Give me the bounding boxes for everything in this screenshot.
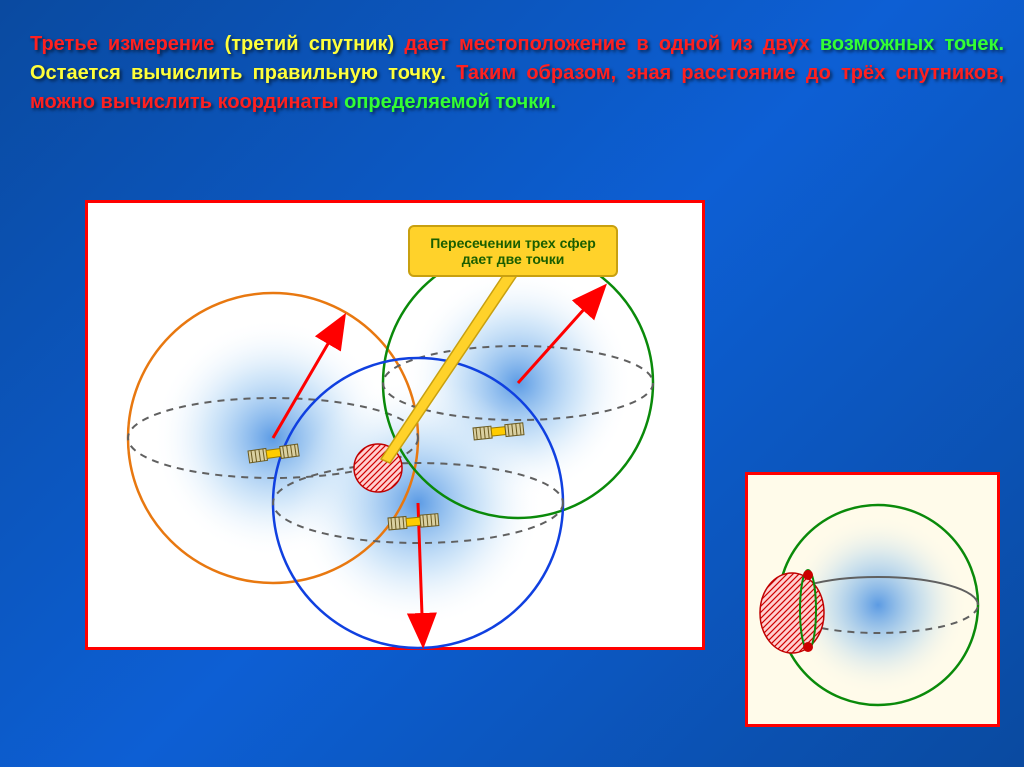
txt-s9: определяемой точки. [339, 91, 557, 113]
title-paragraph: Третье измерение (третий спутник) дает м… [0, 0, 1024, 127]
txt-s7: Остается вычислить правильную точку. [30, 62, 456, 84]
txt-s6: возможных точек. [810, 33, 1004, 55]
txt-s4: ) [387, 33, 404, 55]
txt-s3: третий спутник [231, 33, 387, 55]
intersection-point-bottom [803, 642, 813, 652]
callout-box: Пересечении трех сфер дает две точки [408, 225, 618, 277]
txt-s1: Третье измерение [30, 33, 214, 55]
callout-text: Пересечении трех сфер дает две точки [430, 235, 596, 267]
small-diagram-svg [748, 475, 1003, 730]
small-diagram-frame [745, 472, 1000, 727]
intersection-point-top [803, 570, 813, 580]
txt-s2: ( [214, 33, 231, 55]
main-diagram-frame: Пересечении трех сфер дает две точки [85, 200, 705, 650]
txt-s5: дает местоположение в одной из двух [404, 33, 809, 55]
